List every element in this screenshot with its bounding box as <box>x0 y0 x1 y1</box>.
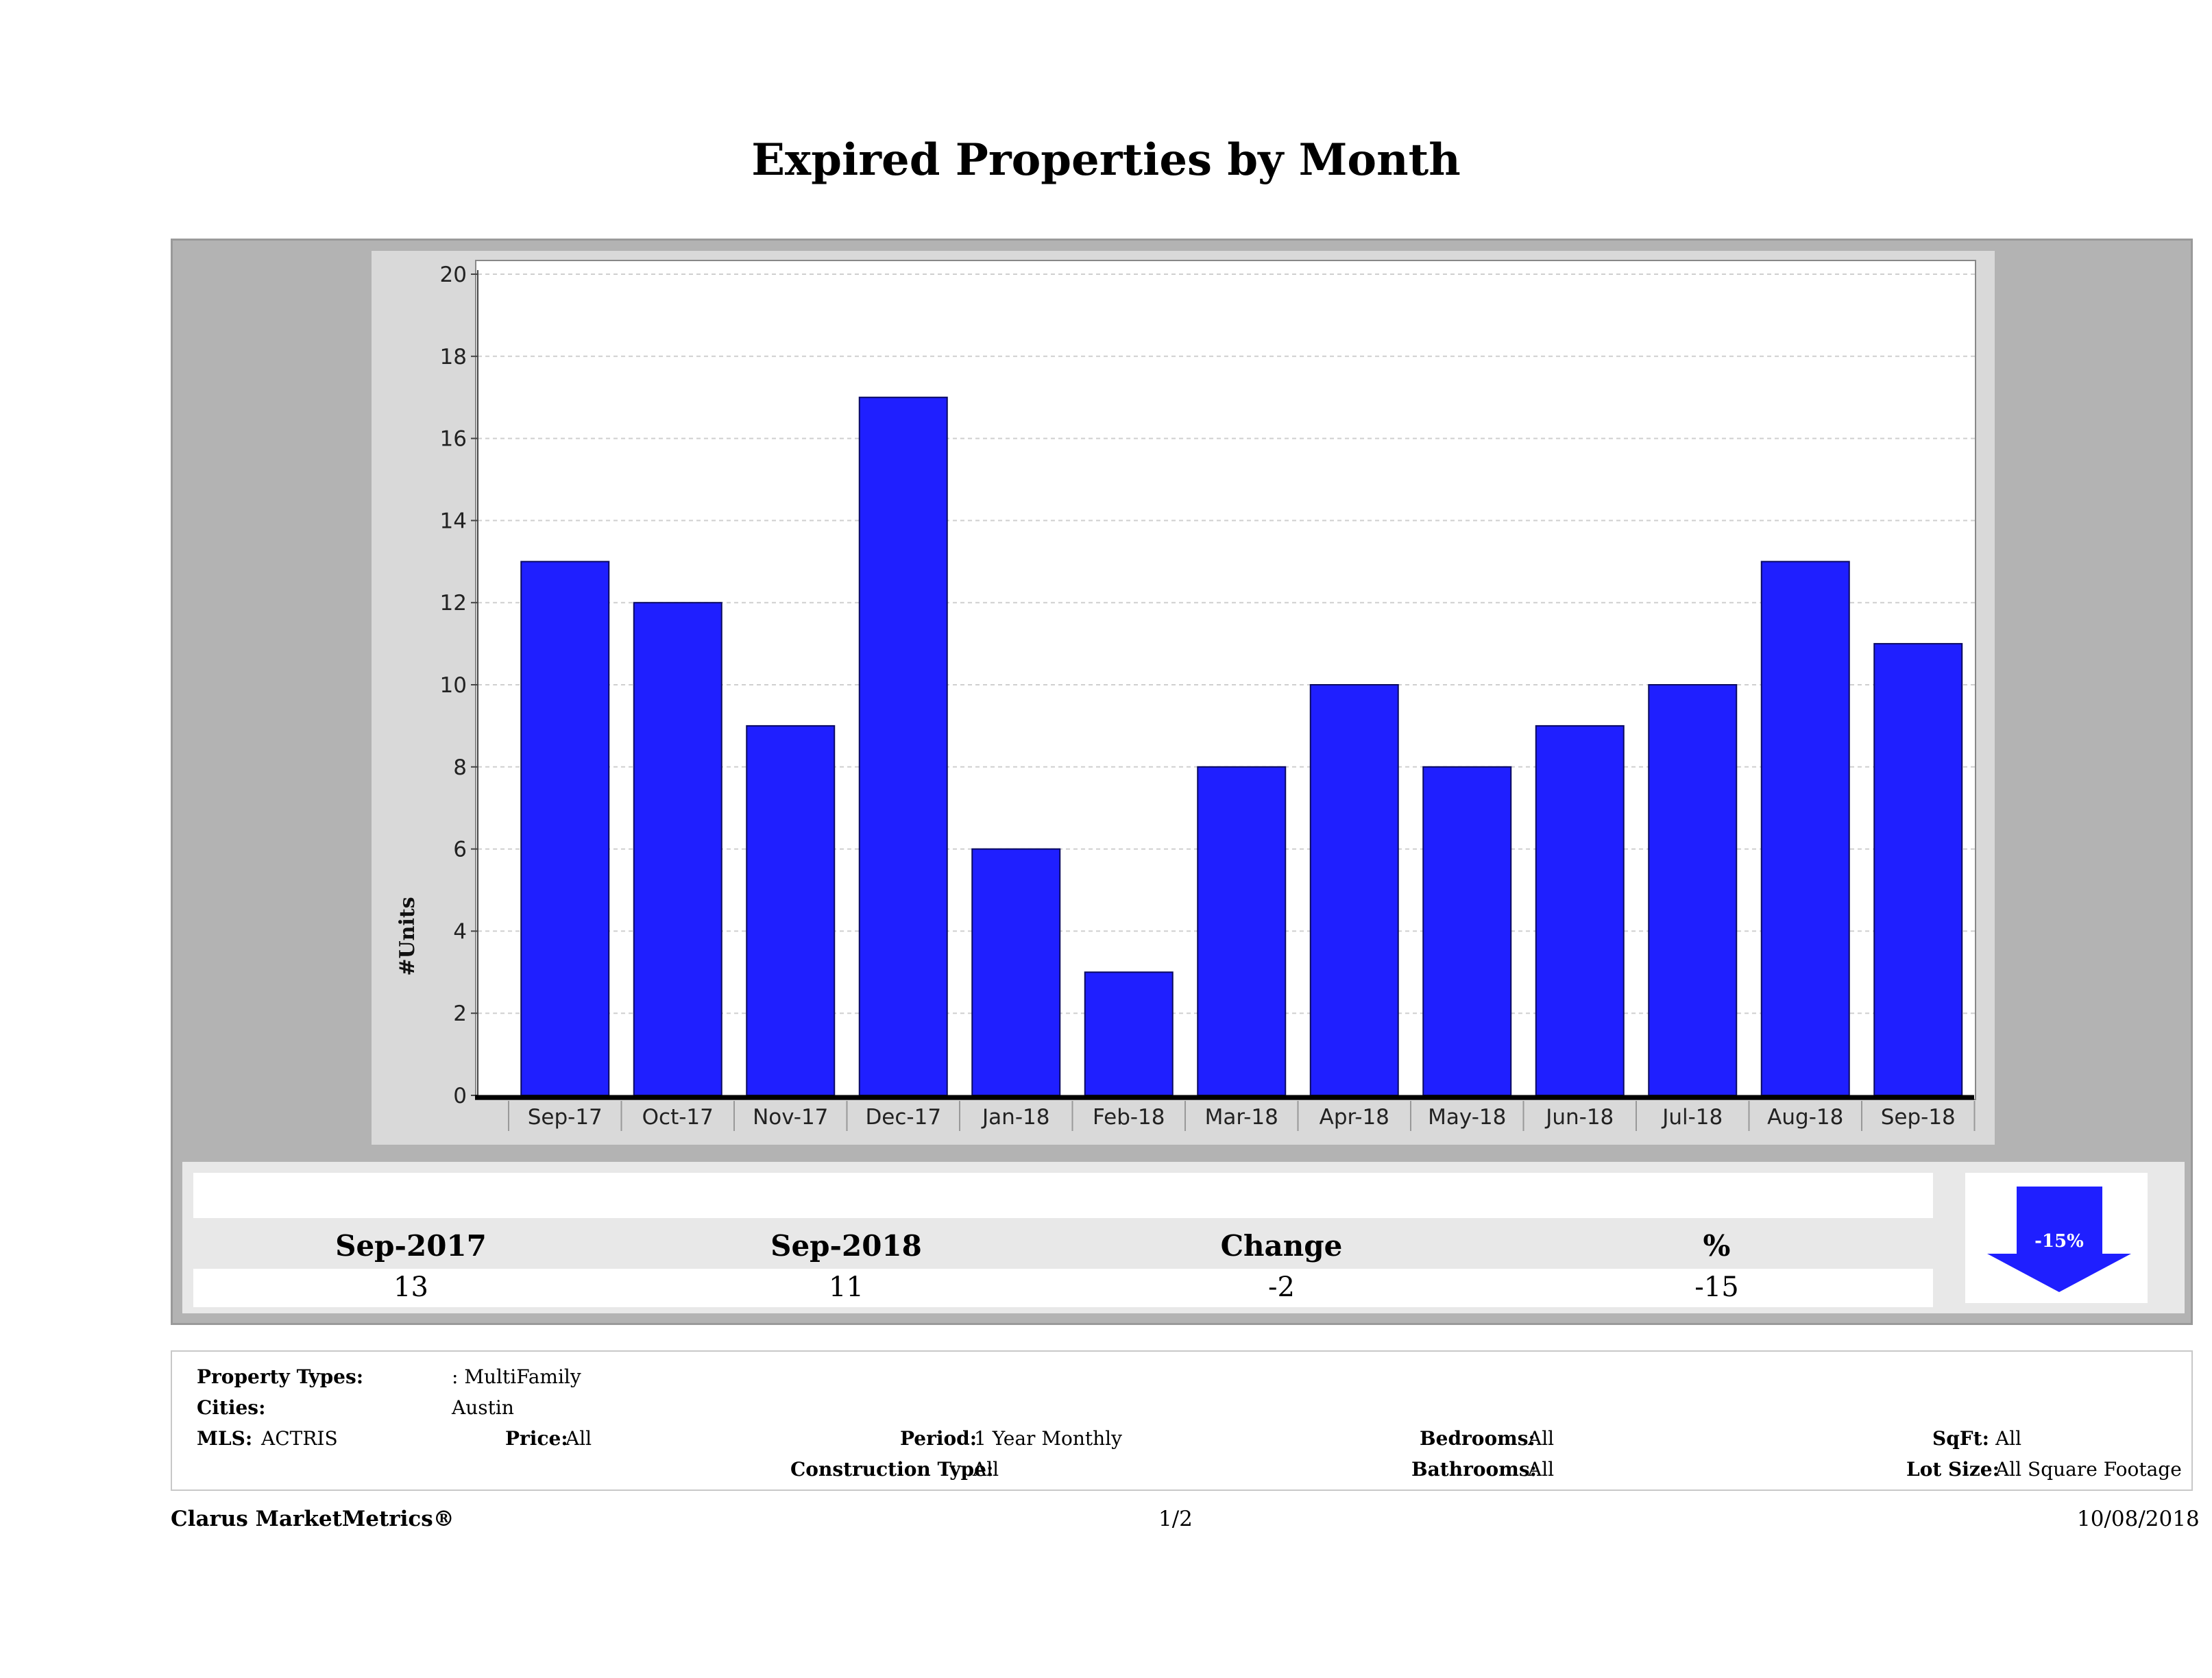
summary-value-row: 13 11 -2 -15 <box>193 1269 1933 1307</box>
y-tick-label: 12 <box>440 591 467 616</box>
x-tick-label: Oct-17 <box>642 1105 714 1130</box>
bar-Oct-17 <box>633 602 722 1096</box>
summary-header-row: Sep-2017 Sep-2018 Change % <box>193 1225 1933 1269</box>
price-label: Price: <box>505 1427 568 1450</box>
arrow-down-icon: -15% <box>1987 1187 2131 1292</box>
chart-frame: 0 2 4 6 8 10 12 14 16 18 20 Sep-17 Oct-17 Nov-17 Dec-… <box>372 251 1995 1145</box>
y-tick-label: 4 <box>453 919 467 944</box>
x-tick-label: Dec-17 <box>865 1105 941 1130</box>
x-tick-label: Sep-18 <box>1881 1105 1956 1130</box>
bedrooms-label: Bedrooms: <box>1420 1427 1535 1450</box>
y-tick-label: 10 <box>440 673 467 698</box>
x-axis: Sep-17 Oct-17 Nov-17 Dec-17 Jan-18 Feb-18 Mar-… <box>475 1095 1976 1131</box>
y-tick-label: 20 <box>440 263 467 287</box>
summary-panel: Sep-2017 Sep-2018 Change % 13 11 -2 -15 … <box>182 1162 2185 1313</box>
value-start-period: 13 <box>393 1272 428 1303</box>
y-tick-label: 18 <box>440 345 467 369</box>
y-axis-label: #Units <box>396 897 420 975</box>
period-value: 1 Year Monthly <box>974 1427 1122 1450</box>
header-end-period: Sep-2018 <box>770 1229 922 1263</box>
bar-Feb-18 <box>1084 971 1174 1097</box>
property-types-value: : MultiFamily <box>452 1365 581 1388</box>
x-tick-label: Aug-18 <box>1767 1105 1843 1130</box>
bathrooms-value: All <box>1528 1458 1555 1481</box>
x-tick-label: Apr-18 <box>1320 1105 1389 1130</box>
sqft-value: All <box>1995 1427 2022 1450</box>
filter-panel: Property Types: : MultiFamily Cities: Au… <box>171 1350 2193 1491</box>
bar-Sep-17 <box>520 561 610 1096</box>
bar-May-18 <box>1422 766 1512 1096</box>
chart-title: Expired Properties by Month <box>751 134 1461 186</box>
value-change: -2 <box>1268 1272 1295 1303</box>
bedrooms-value: All <box>1528 1427 1555 1450</box>
footer-date: 10/08/2018 <box>2077 1507 2200 1531</box>
bar-chart: 0 2 4 6 8 10 12 14 16 18 20 Sep-17 Oct-17 Nov-17 Dec-… <box>396 260 1976 1131</box>
x-tick-label: Nov-17 <box>753 1105 828 1130</box>
header-change: Change <box>1220 1229 1343 1263</box>
value-end-period: 11 <box>829 1272 864 1303</box>
x-tick-label: Sep-17 <box>528 1105 603 1130</box>
x-tick-label: Jun-18 <box>1544 1105 1614 1130</box>
footer-brand: Clarus MarketMetrics® <box>171 1507 454 1531</box>
y-tick-label: 0 <box>453 1084 467 1108</box>
construction-type-label: Construction Type: <box>790 1458 994 1481</box>
bar-Apr-18 <box>1309 684 1399 1096</box>
bar-Sep-18 <box>1873 643 1963 1096</box>
header-start-period: Sep-2017 <box>335 1229 487 1263</box>
footer-page-number: 1/2 <box>1158 1507 1193 1531</box>
change-badge: -15% <box>1965 1173 2148 1303</box>
bar-Jul-18 <box>1648 684 1738 1096</box>
bar-Dec-17 <box>858 396 948 1096</box>
bar-Mar-18 <box>1197 766 1287 1096</box>
x-tick-label: Mar-18 <box>1205 1105 1278 1130</box>
cities-value: Austin <box>452 1396 514 1419</box>
mls-value: ACTRIS <box>261 1427 338 1450</box>
value-percent: -15 <box>1694 1272 1739 1303</box>
cities-label: Cities: <box>197 1396 266 1419</box>
x-tick-label: Jan-18 <box>981 1105 1049 1130</box>
lot-size-value: All Square Footage <box>1995 1458 2182 1481</box>
y-tick-label: 8 <box>453 755 467 780</box>
bathrooms-label: Bathrooms: <box>1411 1458 1537 1481</box>
x-tick-label: Feb-18 <box>1093 1105 1165 1130</box>
summary-blank-row <box>193 1173 1933 1218</box>
period-label: Period: <box>900 1427 977 1450</box>
y-tick-label: 6 <box>453 838 467 862</box>
construction-type-value: All <box>973 1458 999 1481</box>
header-percent: % <box>1703 1229 1731 1263</box>
y-tick-label: 16 <box>440 427 467 452</box>
price-value: All <box>566 1427 592 1450</box>
y-axis: 0 2 4 6 8 10 12 14 16 18 20 <box>440 263 478 1108</box>
lot-size-label: Lot Size: <box>1906 1458 2000 1481</box>
bar-Jan-18 <box>971 848 1061 1096</box>
x-tick-label: May-18 <box>1428 1105 1506 1130</box>
x-tick-label: Jul-18 <box>1661 1105 1723 1130</box>
bar-Aug-18 <box>1760 561 1850 1096</box>
badge-text: -15% <box>2034 1231 2084 1252</box>
bar-Jun-18 <box>1535 725 1625 1096</box>
mls-label: MLS: <box>197 1427 253 1450</box>
sqft-label: SqFt: <box>1932 1427 1989 1450</box>
y-tick-label: 14 <box>440 509 467 533</box>
property-types-label: Property Types: <box>197 1365 364 1388</box>
y-tick-label: 2 <box>453 1001 467 1026</box>
bar-Nov-17 <box>746 725 836 1096</box>
